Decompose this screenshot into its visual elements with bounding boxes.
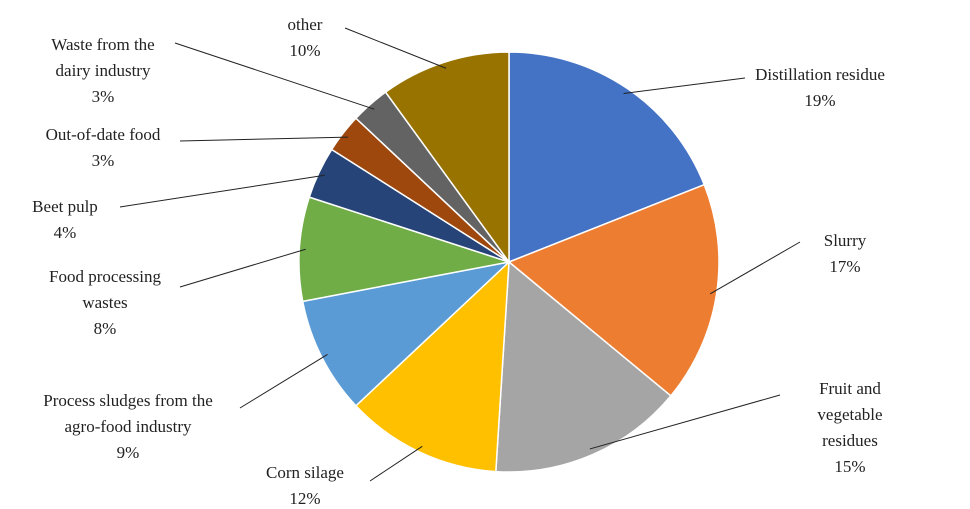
percent-label: 10% <box>289 41 321 60</box>
data-label: Distillation residue 19% <box>755 62 885 114</box>
leader-line <box>589 394 781 450</box>
leader-line <box>239 354 328 409</box>
category-label: Out-of-date food <box>45 125 161 144</box>
category-label: Food processing wastes <box>49 267 161 312</box>
data-label: Process sludges from the agro-food indus… <box>43 388 213 466</box>
leader-line <box>179 248 306 288</box>
leader-line <box>369 445 423 482</box>
pie-slice <box>354 260 510 473</box>
category-label: Process sludges from the agro-food indus… <box>43 391 213 436</box>
percent-label: 19% <box>804 91 836 110</box>
leader-line <box>174 42 375 110</box>
data-label: other 10% <box>288 12 323 64</box>
pie-slice <box>298 196 510 303</box>
category-label: Beet pulp <box>32 197 98 216</box>
percent-label: 4% <box>53 223 77 242</box>
data-label: Waste from the dairy industry 3% <box>51 32 154 110</box>
percent-label: 17% <box>829 257 861 276</box>
leader-line <box>179 136 349 142</box>
leader-line <box>623 77 746 95</box>
data-label: Fruit and vegetable residues 15% <box>790 376 910 480</box>
pie-slice <box>508 51 706 264</box>
leader-line <box>119 174 325 208</box>
category-label: Slurry <box>823 231 867 250</box>
pie-slice <box>495 260 672 473</box>
pie-slice <box>384 51 510 265</box>
percent-label: 12% <box>289 489 321 508</box>
leader-line <box>344 27 447 69</box>
category-label: Corn silage <box>266 463 344 482</box>
data-label: Food processing wastes 8% <box>49 264 161 342</box>
percent-label: 15% <box>834 457 866 476</box>
category-label: Fruit and vegetable residues <box>817 379 883 450</box>
data-label: Out-of-date food 3% <box>46 122 161 174</box>
data-label: Slurry 17% <box>824 228 867 280</box>
category-label: other <box>287 15 323 34</box>
percent-label: 8% <box>93 319 117 338</box>
category-label: Waste from the dairy industry <box>51 35 155 80</box>
data-label: Beet pulp 4% <box>32 194 98 246</box>
leader-line <box>709 241 801 295</box>
data-label: Corn silage 12% <box>266 460 344 509</box>
pie-slice <box>507 183 720 397</box>
category-label: Distillation residue <box>755 65 885 84</box>
percent-label: 9% <box>116 443 140 462</box>
percent-label: 3% <box>91 151 115 170</box>
percent-label: 3% <box>91 87 115 106</box>
